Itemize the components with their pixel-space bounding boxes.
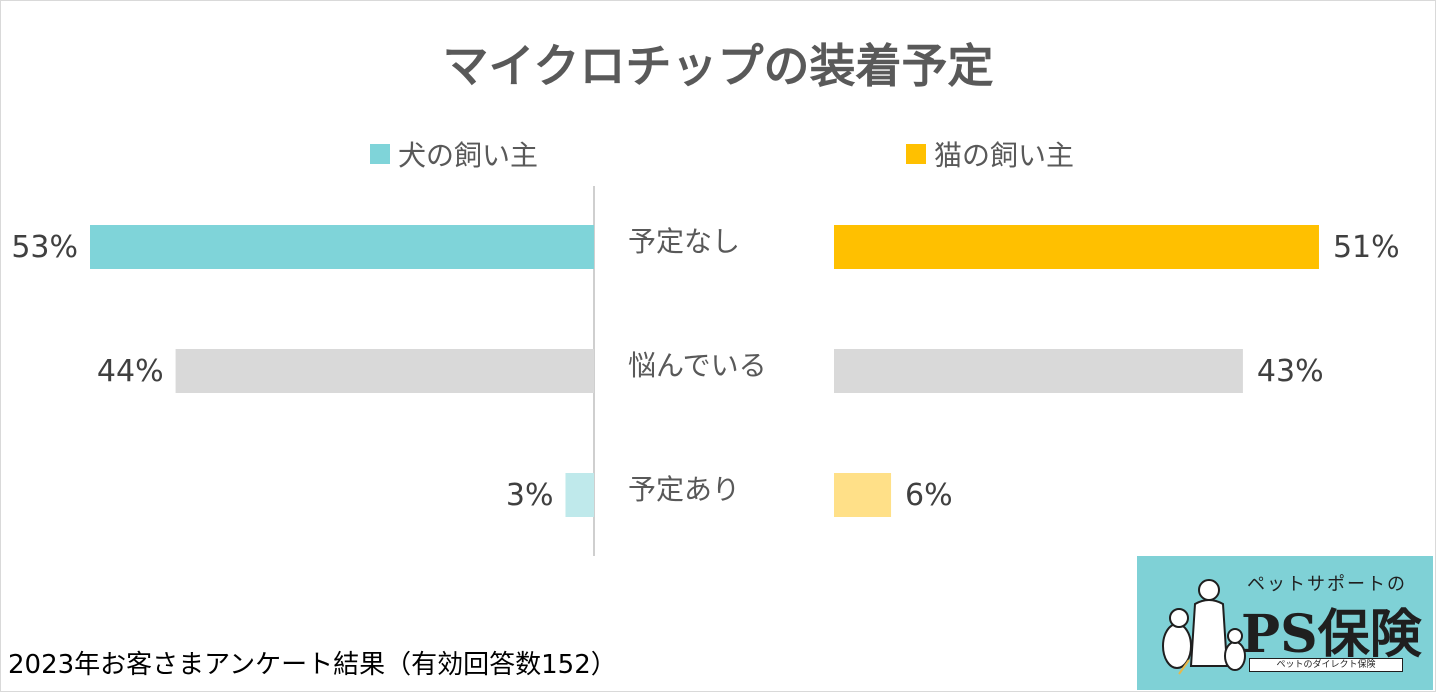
cat-value-label: 51%	[1333, 230, 1400, 265]
category-label: 悩んでいる	[628, 349, 767, 382]
dog-bar	[565, 473, 594, 517]
dog-bar	[90, 225, 594, 269]
legend-cat-label: 猫の飼い主	[934, 139, 1075, 172]
pet-owner-illustration-icon	[1162, 579, 1246, 675]
dog-value-label: 3%	[506, 478, 554, 513]
chart-title: マイクロチップの装着予定	[442, 39, 994, 93]
legend-cat-swatch	[906, 144, 926, 164]
logo-name: PS保険	[1241, 604, 1422, 665]
cat-bar	[834, 225, 1319, 269]
legend-dog-swatch	[370, 144, 390, 164]
logo-subtitle: ペットサポートの	[1247, 574, 1407, 595]
cat-bar	[834, 473, 892, 517]
category-label: 予定あり	[628, 473, 740, 506]
cat-value-label: 6%	[905, 478, 953, 513]
dog-bar	[175, 349, 594, 393]
legend-dog: 犬の飼い主	[370, 134, 538, 174]
survey-footnote: 2023年お客さまアンケート結果（有効回答数152）	[8, 650, 617, 680]
legend-cat: 猫の飼い主	[906, 134, 1074, 174]
logo-tagline: ペットのダイレクト保険	[1249, 658, 1403, 672]
cat-value-label: 43%	[1257, 354, 1324, 389]
category-label: 予定なし	[628, 225, 740, 258]
cat-bar	[834, 349, 1243, 393]
ps-insurance-logo: ペットサポートの PS保険 ペットのダイレクト保険	[1137, 556, 1433, 690]
legend-dog-label: 犬の飼い主	[398, 139, 539, 172]
dog-value-label: 44%	[97, 354, 164, 389]
dog-value-label: 53%	[11, 230, 78, 265]
